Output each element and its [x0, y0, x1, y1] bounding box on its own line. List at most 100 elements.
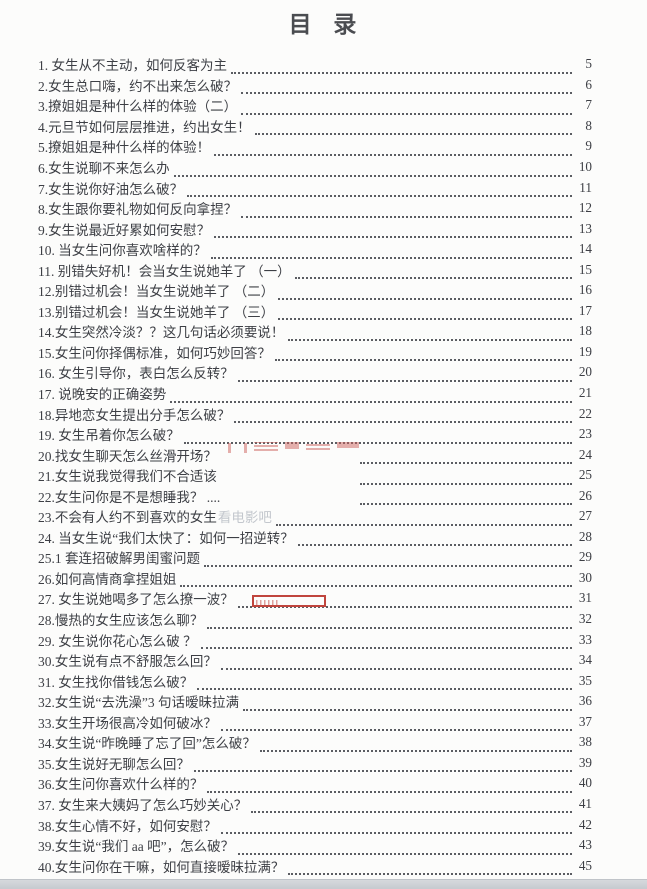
toc-item-label: 2.女生总口嗨，约不出来怎么破？ [38, 78, 238, 94]
toc-item: 34.女生说“昨晚睡了忘了回”怎么破？ 38 [38, 732, 592, 753]
toc-item-label: 27. 女生说她喝多了怎么撩一波？ [38, 592, 234, 608]
toc-item: 27. 女生说她喝多了怎么撩一波？ 31 [38, 588, 592, 609]
toc-item-page-number: 12 [578, 200, 592, 216]
dot-leader [197, 675, 572, 691]
toc-item: 19. 女生吊着你怎么破？ 23 [38, 424, 592, 445]
toc-item-label: 20.找女生聊天怎么丝滑开场？ [38, 448, 217, 464]
toc-item: 25.1 套连招破解男闺蜜问题 29 [38, 547, 592, 568]
dot-leader [238, 840, 572, 855]
toc-item-page-number: 30 [578, 569, 592, 585]
toc-item-label: 36.女生问你喜欢什么样的？ [38, 777, 204, 793]
toc-item-faded-text: 看电影吧 [217, 510, 272, 526]
toc-item-page-number: 17 [578, 302, 592, 318]
toc-item: 20.找女生聊天怎么丝滑开场？ 24 [38, 444, 592, 465]
toc-item-label: 34.女生说“昨晚睡了忘了回”怎么破？ [38, 736, 256, 752]
toc-item: 24. 当女生说“我们太快了：如何一招逆转？ 28 [38, 527, 592, 548]
dot-leader [278, 285, 572, 300]
toc-item: 8.女生跟你要礼物如何反向拿捏？ 12 [38, 198, 592, 219]
toc-item: 15.女生问你择偶标准，如何巧妙回答？ 19 [38, 342, 592, 363]
dot-leader [254, 120, 572, 136]
toc-item: 10. 当女生问你喜欢啥样的？ 14 [38, 239, 592, 260]
toc-item-label: 19. 女生吊着你怎么破？ [38, 428, 180, 444]
toc-item-label: 16. 女生引导你，表白怎么反转？ [38, 366, 234, 382]
toc-item-label: 9.女生说最近好累如何安慰？ [38, 222, 211, 238]
toc-item-label: 7.女生说你好油怎么破？ [38, 181, 184, 197]
toc-item-page-number: 16 [578, 282, 592, 298]
toc-item: 14.女生突然冷淡？？这几句话必须要说！ 18 [38, 321, 592, 342]
toc-item-label: 29. 女生说你花心怎么破 ？ [38, 633, 197, 649]
toc-item-label: 21.女生说我觉得我们不合适该 [38, 469, 217, 485]
dot-leader [220, 716, 572, 732]
toc-item-label: 10. 当女生问你喜欢啥样的？ [38, 243, 207, 259]
toc-item-page-number: 13 [578, 220, 592, 236]
toc-item: 23.不会有人约不到喜欢的女生 看电影吧 27 [38, 506, 592, 527]
toc-item-label: 14.女生突然冷淡？？这几句话必须要说！ [38, 325, 285, 341]
toc-item-label: 30.女生说有点不舒服怎么回？ [38, 654, 217, 670]
toc-item-page-number: 9 [585, 138, 592, 154]
red-annotation-box [251, 594, 326, 607]
toc-item-page-number: 40 [578, 775, 592, 791]
dot-leader [204, 552, 572, 567]
dot-leader [210, 244, 572, 259]
red-annotation-marks [255, 599, 280, 605]
toc-item-label: 11. 别错失好机！会当女生说她羊了 （一） [38, 263, 291, 279]
toc-item-label: 31. 女生找你借钱怎么破？ [38, 674, 194, 690]
toc-item-label: 12.别错过机会！当女生说她羊了 （二） [38, 284, 275, 300]
dot-leader [360, 449, 572, 465]
toc-item-label: 13.别错过机会！当女生说她羊了 （三） [38, 304, 275, 320]
toc-item-page-number: 45 [578, 857, 592, 873]
toc-item-page-number: 14 [578, 241, 592, 257]
toc-item-page-number: 31 [578, 590, 592, 606]
toc-item-page-number: 36 [578, 693, 592, 709]
dot-leader [207, 614, 572, 629]
toc-item-page-number: 35 [578, 672, 592, 688]
toc-item: 31. 女生找你借钱怎么破？ 35 [38, 670, 592, 691]
dot-leader [183, 429, 572, 444]
toc-item-label: 3.撩姐姐是种什么样的体验（二） [38, 99, 238, 115]
dot-leader [288, 326, 572, 341]
toc-item-page-number: 34 [578, 652, 592, 668]
toc-item: 9.女生说最近好累如何安慰？ 13 [38, 218, 592, 239]
toc-item: 38.女生心情不好，如何安慰？ 42 [38, 814, 592, 835]
toc-item-label: 23.不会有人约不到喜欢的女生 [38, 510, 217, 526]
toc-item: 39.女生说“我们 aa 吧”，怎么破？ 43 [38, 835, 592, 856]
toc-item: 12.别错过机会！当女生说她羊了 （二） 16 [38, 280, 592, 301]
page-title: 目 录 [288, 12, 359, 37]
toc-item-page-number: 24 [578, 446, 592, 462]
toc-item-page-number: 33 [578, 631, 592, 647]
toc-item-label: 37. 女生来大姨妈了怎么巧妙关心？ [38, 797, 248, 813]
toc-item: 22.女生问你是不是想睡我？ .... 26 [38, 485, 592, 506]
dot-leader [275, 511, 572, 526]
toc-item-label: 8.女生跟你要礼物如何反向拿捏？ [38, 202, 238, 218]
dot-leader [187, 182, 572, 198]
toc-item-label: 39.女生说“我们 aa 吧”，怎么破？ [38, 839, 235, 855]
toc-item-label: 38.女生心情不好，如何安慰？ [38, 818, 217, 834]
leader-whiteout-gap [220, 495, 356, 496]
dot-leader [220, 819, 572, 834]
toc-item: 18.异地恋女生提出分手怎么破？ 22 [38, 403, 592, 424]
toc-item-page-number: 32 [578, 611, 592, 627]
dot-leader [241, 100, 572, 115]
dot-leader [274, 346, 572, 362]
dot-leader [294, 264, 572, 280]
dot-leader [220, 655, 572, 670]
toc-item-label: 1. 女生从不主动，如何反客为主 [38, 58, 227, 74]
toc-item: 11. 别错失好机！会当女生说她羊了 （一） 15 [38, 259, 592, 280]
toc-item-page-number: 7 [585, 97, 592, 113]
toc-item-page-number: 43 [578, 837, 592, 853]
toc-item-page-number: 41 [578, 795, 592, 811]
dot-leader [241, 79, 572, 95]
toc-item-page-number: 15 [578, 261, 592, 277]
dot-leader [180, 572, 572, 588]
toc-item-page-number: 26 [578, 487, 592, 503]
toc-item: 21.女生说我觉得我们不合适该 25 [38, 465, 592, 486]
toc-item-label: 22.女生问你是不是想睡我？ .... [38, 489, 221, 505]
toc-item: 5.撩姐姐是种什么样的体验！ 9 [38, 136, 592, 157]
toc-item: 4.元旦节如何层层推进，约出女生！ 8 [38, 116, 592, 137]
toc-item: 16. 女生引导你，表白怎么反转？ 20 [38, 362, 592, 383]
dot-leader [234, 408, 572, 424]
dot-leader [360, 470, 572, 485]
toc-item-label: 33.女生开场很高冷如何破冰？ [38, 715, 217, 731]
toc-item: 1. 女生从不主动，如何反客为主 5 [38, 54, 592, 75]
toc-item-label: 24. 当女生说“我们太快了：如何一招逆转？ [38, 530, 294, 546]
